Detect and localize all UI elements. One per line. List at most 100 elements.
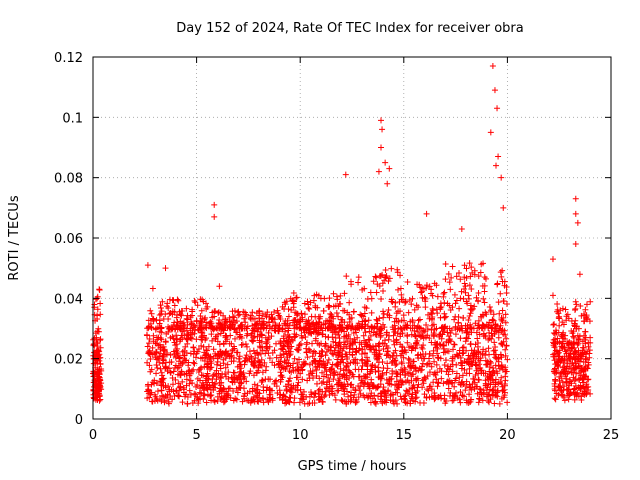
data-point bbox=[187, 377, 194, 384]
data-point bbox=[477, 386, 484, 393]
data-point bbox=[319, 369, 326, 376]
data-point bbox=[197, 377, 204, 384]
data-point bbox=[277, 369, 284, 376]
data-point bbox=[322, 333, 329, 340]
data-point bbox=[211, 398, 218, 405]
data-point bbox=[441, 342, 448, 349]
data-point bbox=[451, 316, 458, 323]
data-point bbox=[462, 387, 469, 394]
data-point bbox=[385, 306, 392, 313]
data-point bbox=[262, 312, 269, 319]
data-point bbox=[419, 345, 426, 352]
data-point bbox=[415, 381, 422, 388]
data-point bbox=[557, 384, 564, 391]
data-point bbox=[585, 361, 592, 368]
data-point bbox=[483, 393, 490, 400]
data-point bbox=[366, 385, 373, 392]
data-point bbox=[202, 314, 209, 321]
data-point bbox=[360, 372, 367, 379]
data-point bbox=[277, 391, 284, 398]
data-point bbox=[480, 333, 487, 340]
y-tick-label: 0.1 bbox=[62, 111, 83, 126]
data-point bbox=[341, 391, 348, 398]
data-point bbox=[287, 375, 294, 382]
data-point bbox=[423, 282, 430, 289]
data-point bbox=[282, 400, 289, 407]
data-point bbox=[318, 362, 325, 369]
data-point bbox=[146, 349, 153, 356]
data-point bbox=[210, 346, 217, 353]
data-point bbox=[409, 345, 416, 352]
data-point bbox=[442, 349, 449, 356]
data-point bbox=[249, 338, 256, 345]
data-point bbox=[367, 289, 374, 296]
data-point bbox=[477, 313, 484, 320]
data-point bbox=[352, 398, 359, 405]
data-point bbox=[226, 340, 233, 347]
data-point bbox=[162, 359, 169, 366]
data-point bbox=[187, 329, 194, 336]
data-point bbox=[441, 362, 448, 369]
data-point bbox=[477, 357, 484, 364]
data-point bbox=[302, 334, 309, 341]
data-point bbox=[455, 269, 462, 276]
data-point bbox=[434, 369, 441, 376]
data-point bbox=[550, 329, 557, 336]
data-point bbox=[385, 387, 392, 394]
data-point bbox=[402, 399, 409, 406]
data-point bbox=[489, 63, 496, 70]
data-point bbox=[325, 356, 332, 363]
data-point bbox=[460, 295, 467, 302]
data-point bbox=[222, 364, 229, 371]
data-point bbox=[358, 351, 365, 358]
data-point bbox=[554, 339, 561, 346]
data-point bbox=[191, 390, 198, 397]
data-point bbox=[423, 322, 430, 329]
data-point bbox=[244, 343, 250, 350]
data-point bbox=[184, 335, 191, 342]
data-point bbox=[340, 345, 347, 352]
data-point bbox=[203, 399, 210, 406]
data-point bbox=[151, 391, 158, 398]
data-point bbox=[153, 370, 160, 377]
data-point bbox=[456, 374, 463, 381]
data-point bbox=[97, 300, 104, 307]
data-point bbox=[184, 340, 191, 347]
data-point bbox=[459, 344, 466, 351]
data-point bbox=[571, 334, 578, 341]
data-point bbox=[161, 348, 168, 355]
data-point bbox=[390, 338, 397, 345]
data-point bbox=[93, 334, 100, 341]
data-point bbox=[407, 363, 414, 370]
data-point bbox=[313, 380, 320, 387]
data-point bbox=[367, 368, 374, 375]
data-point bbox=[244, 397, 251, 404]
data-point bbox=[550, 340, 557, 347]
x-axis-label: GPS time / hours bbox=[298, 459, 407, 474]
data-point bbox=[320, 308, 327, 315]
data-point bbox=[502, 346, 509, 353]
y-tick-label: 0.08 bbox=[54, 172, 83, 187]
data-point bbox=[193, 317, 200, 324]
data-point bbox=[403, 387, 410, 394]
data-point bbox=[475, 399, 482, 406]
data-point bbox=[358, 357, 365, 364]
data-point bbox=[496, 400, 503, 407]
data-point bbox=[436, 333, 443, 340]
data-point bbox=[330, 338, 337, 345]
data-point bbox=[170, 381, 177, 388]
data-point bbox=[158, 310, 165, 317]
data-point bbox=[305, 304, 312, 311]
data-point bbox=[381, 389, 388, 396]
data-point bbox=[230, 369, 237, 376]
data-point bbox=[296, 324, 303, 331]
data-point bbox=[584, 365, 591, 372]
data-point bbox=[306, 361, 313, 368]
data-point bbox=[576, 376, 583, 383]
data-point bbox=[266, 355, 273, 362]
data-point bbox=[579, 344, 586, 351]
data-point bbox=[386, 314, 393, 321]
data-point bbox=[305, 346, 312, 353]
data-point bbox=[200, 343, 207, 350]
data-point bbox=[343, 363, 350, 370]
